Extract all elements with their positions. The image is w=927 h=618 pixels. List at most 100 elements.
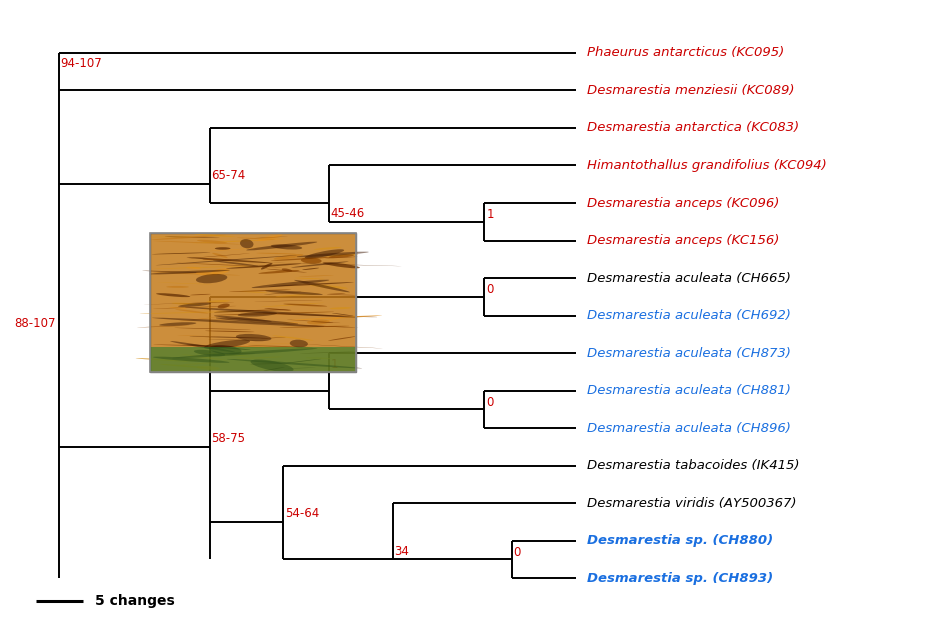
Ellipse shape [304, 249, 344, 258]
Text: 54-64: 54-64 [285, 507, 319, 520]
Ellipse shape [289, 340, 308, 347]
Ellipse shape [294, 280, 349, 292]
Ellipse shape [263, 367, 285, 371]
Ellipse shape [172, 348, 317, 358]
Text: 58-75: 58-75 [211, 432, 246, 445]
Ellipse shape [151, 235, 225, 240]
Ellipse shape [196, 274, 227, 283]
Bar [150, 233, 356, 372]
Ellipse shape [291, 261, 349, 268]
Ellipse shape [205, 331, 254, 332]
Ellipse shape [313, 247, 341, 250]
Text: Himantothallus grandifolius (KC094): Himantothallus grandifolius (KC094) [586, 159, 826, 172]
Ellipse shape [212, 253, 227, 258]
Ellipse shape [193, 240, 266, 243]
Ellipse shape [212, 261, 259, 266]
Text: 1: 1 [486, 208, 493, 221]
Ellipse shape [208, 248, 260, 251]
Ellipse shape [286, 320, 340, 323]
Text: Desmarestia aculeata (CH873): Desmarestia aculeata (CH873) [586, 347, 790, 360]
Ellipse shape [324, 254, 358, 256]
Text: 1: 1 [330, 358, 337, 371]
Ellipse shape [190, 294, 210, 295]
Text: 45-46: 45-46 [330, 207, 364, 220]
Ellipse shape [332, 313, 353, 316]
Ellipse shape [329, 294, 356, 295]
Ellipse shape [196, 272, 218, 276]
Text: Desmarestia aculeata (CH665): Desmarestia aculeata (CH665) [586, 271, 790, 284]
Ellipse shape [182, 354, 227, 360]
Ellipse shape [152, 318, 324, 327]
Ellipse shape [153, 241, 241, 244]
Ellipse shape [166, 286, 189, 288]
Ellipse shape [153, 357, 229, 363]
Ellipse shape [236, 237, 275, 240]
Ellipse shape [260, 303, 324, 307]
Ellipse shape [240, 291, 267, 293]
Text: Desmarestia antarctica (KC083): Desmarestia antarctica (KC083) [586, 122, 798, 135]
Ellipse shape [328, 255, 354, 258]
Ellipse shape [188, 253, 249, 258]
Ellipse shape [135, 358, 188, 362]
Ellipse shape [164, 237, 220, 238]
Ellipse shape [153, 344, 272, 347]
Ellipse shape [278, 322, 300, 324]
Ellipse shape [198, 353, 254, 357]
Ellipse shape [260, 263, 273, 269]
Ellipse shape [231, 346, 345, 350]
Ellipse shape [300, 258, 322, 264]
Text: Desmarestia anceps (KC096): Desmarestia anceps (KC096) [586, 197, 779, 210]
Ellipse shape [170, 341, 235, 352]
Ellipse shape [159, 322, 197, 326]
Ellipse shape [254, 300, 323, 302]
Ellipse shape [302, 268, 319, 270]
Ellipse shape [142, 271, 210, 273]
Ellipse shape [324, 256, 358, 258]
Ellipse shape [197, 240, 227, 243]
Ellipse shape [260, 337, 286, 339]
Ellipse shape [290, 315, 382, 320]
Ellipse shape [272, 263, 401, 266]
Ellipse shape [139, 311, 264, 314]
Ellipse shape [271, 244, 302, 250]
Ellipse shape [206, 300, 230, 303]
Ellipse shape [201, 307, 214, 310]
Bar [150, 233, 356, 372]
Text: Desmarestia viridis (AY500367): Desmarestia viridis (AY500367) [586, 497, 795, 510]
Ellipse shape [214, 247, 230, 250]
Ellipse shape [282, 324, 358, 328]
Ellipse shape [262, 337, 294, 338]
Ellipse shape [249, 363, 291, 365]
Ellipse shape [258, 235, 282, 241]
Ellipse shape [271, 256, 336, 261]
Text: 88-107: 88-107 [14, 316, 56, 329]
Ellipse shape [264, 308, 291, 311]
Ellipse shape [155, 255, 298, 265]
Ellipse shape [262, 313, 377, 317]
Ellipse shape [159, 364, 210, 368]
Ellipse shape [181, 317, 219, 321]
Ellipse shape [149, 236, 197, 237]
Ellipse shape [171, 303, 201, 305]
Ellipse shape [174, 328, 251, 329]
Ellipse shape [149, 270, 230, 274]
Ellipse shape [246, 242, 317, 250]
Ellipse shape [265, 269, 307, 273]
Ellipse shape [208, 339, 267, 341]
Ellipse shape [194, 350, 225, 356]
Ellipse shape [158, 282, 213, 284]
Ellipse shape [214, 311, 334, 315]
Ellipse shape [226, 359, 362, 368]
Ellipse shape [189, 336, 268, 338]
Ellipse shape [286, 359, 321, 363]
Ellipse shape [265, 290, 323, 295]
Text: 5 changes: 5 changes [95, 594, 175, 607]
Ellipse shape [281, 268, 292, 272]
Ellipse shape [256, 253, 296, 254]
Ellipse shape [273, 254, 303, 260]
Ellipse shape [268, 282, 353, 287]
Ellipse shape [175, 309, 209, 313]
Text: 0: 0 [486, 396, 493, 408]
Ellipse shape [153, 273, 240, 276]
Ellipse shape [177, 362, 215, 365]
